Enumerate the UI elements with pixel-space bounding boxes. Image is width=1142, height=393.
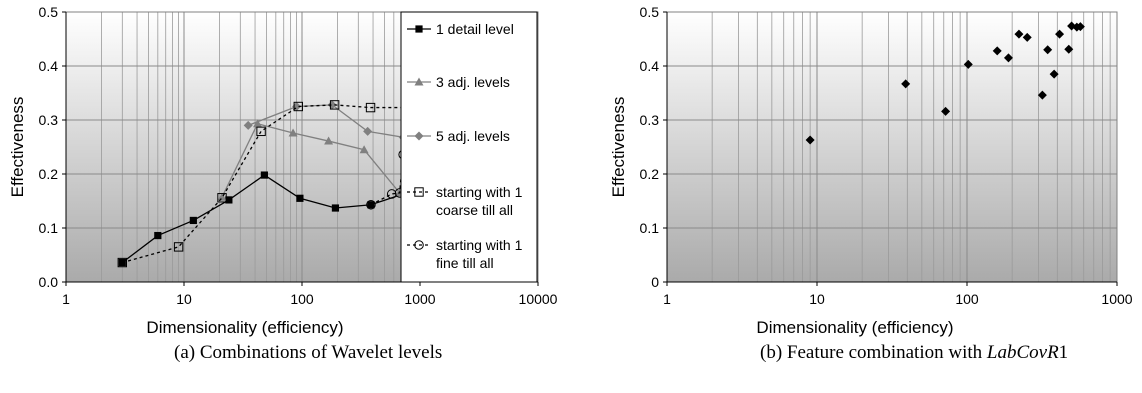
- chart-a-data-point: [331, 204, 340, 212]
- legend-swatch-marker: [414, 240, 424, 250]
- chart-b-caption: (b) Feature combination with LabCovR1: [760, 342, 1068, 364]
- chart-b-x-tick-label: 1: [663, 291, 671, 307]
- chart-b-y-tick-label: 0.4: [640, 58, 660, 74]
- chart-a-data-point: [288, 128, 298, 137]
- chart-a-x-tick-label: 10000: [519, 291, 558, 307]
- legend-entry-0: 1 detail level: [407, 21, 514, 37]
- chart-b-series-0: [805, 21, 1085, 145]
- chart-a-data-point: [189, 216, 197, 225]
- legend-label: 1 detail level: [436, 21, 514, 37]
- chart-a-data-point: [327, 100, 337, 110]
- legend-label: 3 adj. levels: [436, 74, 510, 90]
- chart-a-x-tick-label: 1: [62, 291, 70, 307]
- legend-entry-3: starting with 1 coarse till all: [407, 184, 523, 218]
- chart-a-y-tick-label: 0.3: [39, 112, 59, 128]
- legend-entry-2: 5 adj. levels: [407, 128, 510, 144]
- chart-b-data-point: [992, 46, 1002, 56]
- chart-a-x-tick-label: 10: [176, 291, 192, 307]
- chart-b-series: [805, 21, 1085, 145]
- chart-b-data-point: [1043, 45, 1053, 55]
- chart-b-data-point: [941, 106, 951, 116]
- chart-b-data-point: [963, 59, 973, 69]
- chart-b-data-point: [1014, 29, 1024, 39]
- chart-a-caption: (a) Combinations of Wavelet levels: [174, 342, 443, 363]
- chart-a-data-point: [296, 194, 304, 202]
- chart-a-data-point: [260, 171, 268, 179]
- chart-b-x-tick-label: 1000: [1101, 291, 1132, 307]
- chart-a-y-tick-label: 0.1: [39, 220, 59, 236]
- chart-b-y-tick-label: 0: [651, 274, 659, 290]
- chart-a-y-tick-label: 0.4: [39, 58, 59, 74]
- chart-b-data-point: [1055, 29, 1065, 39]
- chart-b-plot-background: [667, 12, 1117, 282]
- chart-a-data-point: [173, 242, 184, 252]
- legend-label: coarse till all: [436, 202, 513, 218]
- chart-b-axes: [663, 11, 1118, 286]
- chart-a-series-line: [122, 104, 407, 264]
- chart-a-x-axis-label: Dimensionality (efficiency): [146, 318, 343, 337]
- chart-b-data-point: [1049, 69, 1059, 79]
- chart-a-x-tick-label: 1000: [404, 291, 435, 307]
- chart-a-data-point: [225, 196, 233, 204]
- chart-a-data-point: [386, 189, 397, 199]
- legend-swatch-marker: [414, 77, 424, 86]
- legend-label: starting with 1: [436, 237, 523, 253]
- legend-label: starting with 1: [436, 184, 523, 200]
- chart-b-data-point: [1064, 44, 1074, 54]
- legend-entry-4: starting with 1 fine till all: [407, 237, 523, 271]
- chart-a-data-point: [366, 199, 376, 210]
- legend-entry-1: 3 adj. levels: [407, 74, 510, 90]
- chart-b: 0 0.1 0.2 0.3 0.4 0.5 1 10 100 1000 Dimensionalit…: [609, 4, 1133, 337]
- chart-a-data-point: [324, 136, 334, 145]
- chart-a-data-point: [329, 100, 340, 110]
- chart-a-data-point: [293, 101, 303, 112]
- chart-b-caption-prefix: (b) Feature combination with: [760, 342, 987, 363]
- chart-a: 0.0 0.1 0.2 0.3 0.4 0.5 1 10 100 1000 10000 Dimens…: [8, 4, 558, 337]
- chart-b-caption-suffix: 1: [1058, 342, 1069, 363]
- chart-a-data-point: [243, 120, 253, 130]
- chart-b-x-tick-label: 100: [955, 291, 979, 307]
- chart-a-data-point: [253, 119, 263, 128]
- chart-b-y-axis-label: Effectiveness: [609, 97, 628, 198]
- chart-a-y-tick-label: 0.5: [39, 4, 59, 20]
- chart-b-data-point: [1075, 22, 1085, 32]
- chart-a-tick-labels: 0.0 0.1 0.2 0.3 0.4 0.5 1 10 100 1000 10000: [39, 4, 558, 307]
- legend-label: 5 adj. levels: [436, 128, 510, 144]
- chart-a-y-tick-label: 0.0: [39, 274, 59, 290]
- chart-b-caption-italic: LabCovR: [986, 342, 1059, 363]
- chart-a-y-tick-label: 0.2: [39, 166, 59, 182]
- chart-a-y-axis-label: Effectiveness: [8, 97, 27, 198]
- chart-a-x-tick-label: 100: [290, 291, 314, 307]
- chart-a-data-point: [154, 231, 162, 240]
- chart-b-tick-labels: 0 0.1 0.2 0.3 0.4 0.5 1 10 100 1000: [640, 4, 1133, 307]
- chart-a-data-point: [365, 102, 376, 113]
- chart-a-data-point: [363, 126, 373, 136]
- chart-a-data-point: [117, 257, 128, 268]
- legend-swatch-marker: [414, 187, 424, 197]
- chart-a-data-point: [217, 193, 227, 203]
- legend-swatch-marker: [414, 131, 424, 141]
- chart-b-y-tick-label: 0.3: [640, 112, 660, 128]
- legend-label: fine till all: [436, 255, 494, 271]
- chart-b-y-tick-label: 0.2: [640, 166, 660, 182]
- chart-b-data-point: [1022, 32, 1032, 42]
- chart-b-data-point: [1037, 90, 1047, 100]
- chart-a-legend-box: [400, 11, 538, 283]
- chart-b-x-tick-label: 10: [809, 291, 825, 307]
- chart-a-data-point: [359, 145, 369, 154]
- chart-a-legend: 1 detail level 3 adj. levels 5 adj. levels…: [400, 11, 538, 283]
- legend-swatch-marker: [415, 25, 423, 33]
- chart-a-series-line: [221, 123, 401, 198]
- chart-a-data-point: [256, 126, 266, 137]
- chart-b-data-point: [901, 79, 911, 89]
- chart-b-data-point: [1003, 53, 1013, 63]
- chart-b-x-axis-label: Dimensionality (efficiency): [756, 318, 953, 337]
- chart-b-y-tick-label: 0.1: [640, 220, 660, 236]
- chart-a-data-point: [217, 192, 227, 201]
- chart-b-data-point: [805, 135, 815, 145]
- chart-b-y-tick-label: 0.5: [640, 4, 660, 20]
- chart-a-gridlines: [65, 11, 401, 283]
